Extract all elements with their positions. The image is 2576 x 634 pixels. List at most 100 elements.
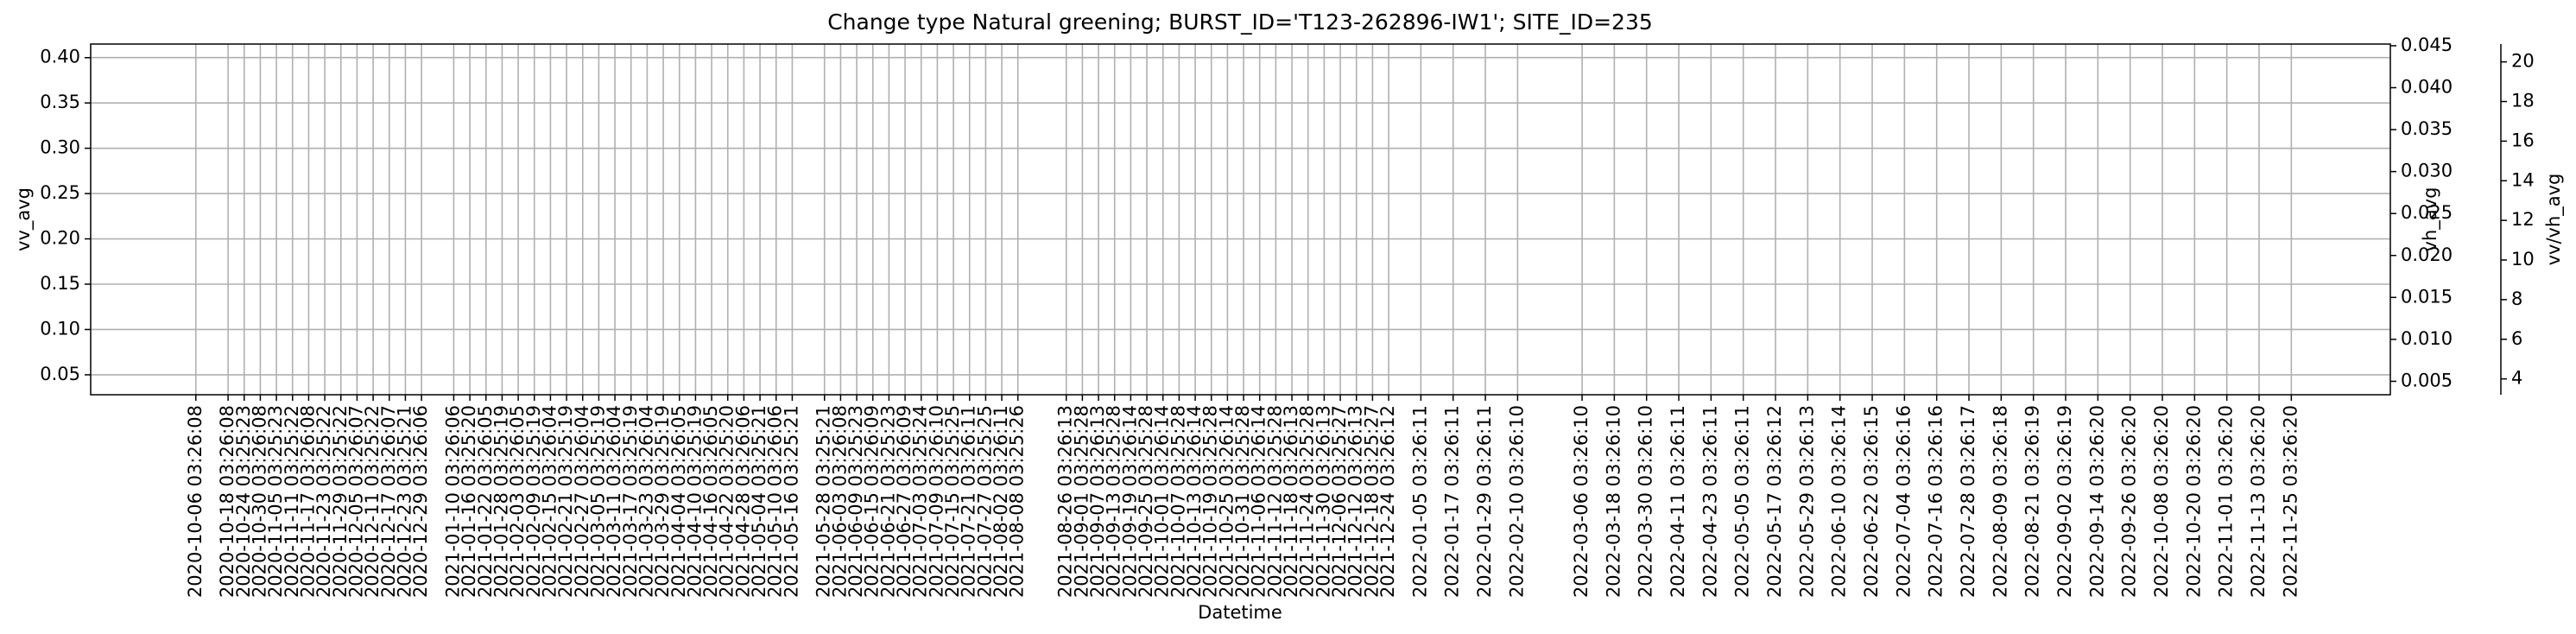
x-tick-label: 2020-11-17 03:26:08 [297,405,318,598]
x-tick-label: 2022-02-10 03:26:10 [1506,405,1527,598]
x-tick-label: 2021-06-21 03:25:23 [877,405,898,598]
x-tick-label: 2021-06-03 03:26:08 [829,405,850,598]
x-tick-label: 2021-02-15 03:26:04 [539,405,560,598]
x-tick-label: 2022-05-05 03:26:11 [1732,405,1753,598]
x-tick-label: 2020-12-17 03:26:07 [378,405,399,598]
x-tick-label: 2021-03-29 03:25:19 [652,405,673,598]
y3-tick-label: 8 [2511,288,2522,309]
x-tick-label: 2022-11-13 03:26:20 [2248,405,2269,598]
x-tick-label: 2021-07-21 03:26:11 [959,405,979,598]
y-tick-label: 0.30 [40,137,80,158]
x-tick-label: 2020-12-11 03:25:22 [362,405,383,598]
x-tick-label: 2022-06-10 03:26:14 [1829,405,1850,598]
y2-tick-label: 0.015 [2401,286,2453,307]
x-tick-label: 2021-05-28 03:25:21 [813,405,834,598]
x-tick-label: 2021-05-04 03:25:21 [749,405,769,598]
x-tick-label: 2021-09-25 03:25:28 [1136,405,1156,598]
plot-frame [90,43,2391,396]
x-tick-label: 2021-05-16 03:25:21 [781,405,801,598]
x-tick-label: 2022-10-08 03:26:20 [2151,405,2172,598]
x-axis-label: Datetime [1198,602,1282,623]
y3-tick-label: 10 [2511,249,2535,269]
y2-tick-label: 0.035 [2401,118,2453,139]
y3-tick-label: 4 [2511,368,2522,389]
x-tick-label: 2021-07-15 03:25:25 [942,405,963,598]
x-tick-label: 2022-11-01 03:26:20 [2216,405,2237,598]
y-tick-label: 0.05 [40,364,80,384]
x-tick-label: 2021-02-27 03:26:04 [572,405,592,598]
x-tick-label: 2021-08-08 03:25:26 [1007,405,1028,598]
x-tick-label: 2021-09-07 03:26:13 [1087,405,1108,598]
y3-tick-label: 20 [2511,51,2535,72]
x-tick-label: 2021-04-28 03:26:06 [732,405,753,598]
y-tick-label: 0.10 [40,318,80,339]
y-axis-label: vv/vh_avg [2543,174,2565,266]
x-tick-label: 2021-01-16 03:25:20 [459,405,479,598]
x-tick-label: 2021-05-10 03:26:06 [765,405,786,598]
x-tick-label: 2022-09-14 03:26:20 [2086,405,2107,598]
x-tick-label: 2021-04-10 03:25:19 [684,405,705,598]
x-tick-label: 2020-10-18 03:26:08 [217,405,237,598]
x-tick-label: 2022-04-11 03:26:11 [1668,405,1688,598]
x-tick-label: 2021-11-18 03:26:13 [1281,405,1301,598]
y2-tick-label: 0.040 [2401,77,2453,98]
x-tick-label: 2020-11-05 03:25:23 [265,405,286,598]
x-tick-label: 2021-03-17 03:25:19 [620,405,641,598]
x-tick-label: 2021-06-15 03:26:09 [862,405,883,598]
x-tick-label: 2021-04-04 03:26:05 [668,405,689,598]
x-tick-label: 2021-01-28 03:25:19 [491,405,511,598]
y3-tick-label: 18 [2511,91,2535,111]
x-tick-label: 2022-09-26 03:26:20 [2119,405,2140,598]
x-tick-label: 2021-02-03 03:26:05 [507,405,528,598]
x-tick-label: 2020-12-29 03:26:06 [410,405,431,598]
y2-tick-label: 0.010 [2401,328,2453,349]
x-tick-label: 2020-11-11 03:25:22 [282,405,302,598]
x-tick-label: 2022-09-02 03:26:19 [2054,405,2075,598]
x-tick-label: 2021-11-24 03:25:28 [1297,405,1318,598]
y3-tick-label: 12 [2511,209,2535,230]
x-tick-label: 2020-12-23 03:25:21 [394,405,415,598]
y3-tick-label: 16 [2511,130,2535,150]
y-tick-label: 0.35 [40,92,80,112]
x-tick-label: 2021-10-31 03:25:28 [1232,405,1253,598]
x-tick-label: 2021-04-22 03:25:20 [717,405,737,598]
x-tick-label: 2021-08-02 03:26:11 [991,405,1011,598]
x-tick-label: 2020-12-05 03:26:07 [345,405,366,598]
x-tick-label: 2021-01-22 03:26:05 [475,405,496,598]
x-tick-label: 2021-12-06 03:25:27 [1329,405,1350,598]
x-tick-label: 2022-08-21 03:26:19 [2022,405,2043,598]
y2-tick-label: 0.025 [2401,202,2453,223]
x-tick-label: 2021-03-11 03:26:04 [604,405,624,598]
y2-tick-label: 0.045 [2401,35,2453,55]
x-tick-label: 2022-07-28 03:26:17 [1958,405,1978,598]
y-tick-label: 0.40 [40,47,80,67]
x-tick-label: 2022-05-17 03:26:12 [1764,405,1785,598]
x-tick-label: 2021-09-13 03:25:28 [1104,405,1124,598]
x-tick-label: 2021-10-07 03:25:28 [1168,405,1188,598]
y-axis-label: vh_avg [2420,187,2441,252]
y-axis-label: vv_avg [13,187,35,251]
x-tick-label: 2021-12-18 03:25:27 [1361,405,1382,598]
x-tick-label: 2021-12-24 03:26:12 [1377,405,1398,598]
x-tick-label: 2021-11-06 03:26:14 [1249,405,1269,598]
x-tick-label: 2021-07-09 03:26:10 [926,405,946,598]
x-tick-label: 2022-03-06 03:26:10 [1571,405,1592,598]
x-tick-label: 2022-06-22 03:26:15 [1861,405,1882,598]
x-tick-label: 2020-10-06 03:26:08 [185,405,206,598]
y3-tick-label: 14 [2511,169,2535,190]
x-tick-label: 2021-03-05 03:25:19 [587,405,608,598]
x-tick-label: 2021-08-26 03:26:13 [1055,405,1076,598]
x-tick-label: 2021-11-30 03:26:13 [1313,405,1333,598]
x-tick-label: 2022-08-09 03:26:18 [1990,405,2010,598]
y3-tick-label: 6 [2511,328,2522,349]
chart-title: Change type Natural greening; BURST_ID='… [827,10,1653,35]
x-tick-label: 2022-05-29 03:26:13 [1796,405,1817,598]
x-tick-label: 2022-01-29 03:26:11 [1474,405,1495,598]
x-tick-label: 2021-12-12 03:26:13 [1345,405,1366,598]
y-tick-label: 0.20 [40,228,80,249]
x-tick-label: 2021-07-27 03:25:25 [974,405,995,598]
x-tick-label: 2021-06-09 03:25:23 [845,405,866,598]
x-tick-label: 2022-01-05 03:26:11 [1409,405,1430,598]
x-tick-label: 2021-09-01 03:25:28 [1071,405,1092,598]
